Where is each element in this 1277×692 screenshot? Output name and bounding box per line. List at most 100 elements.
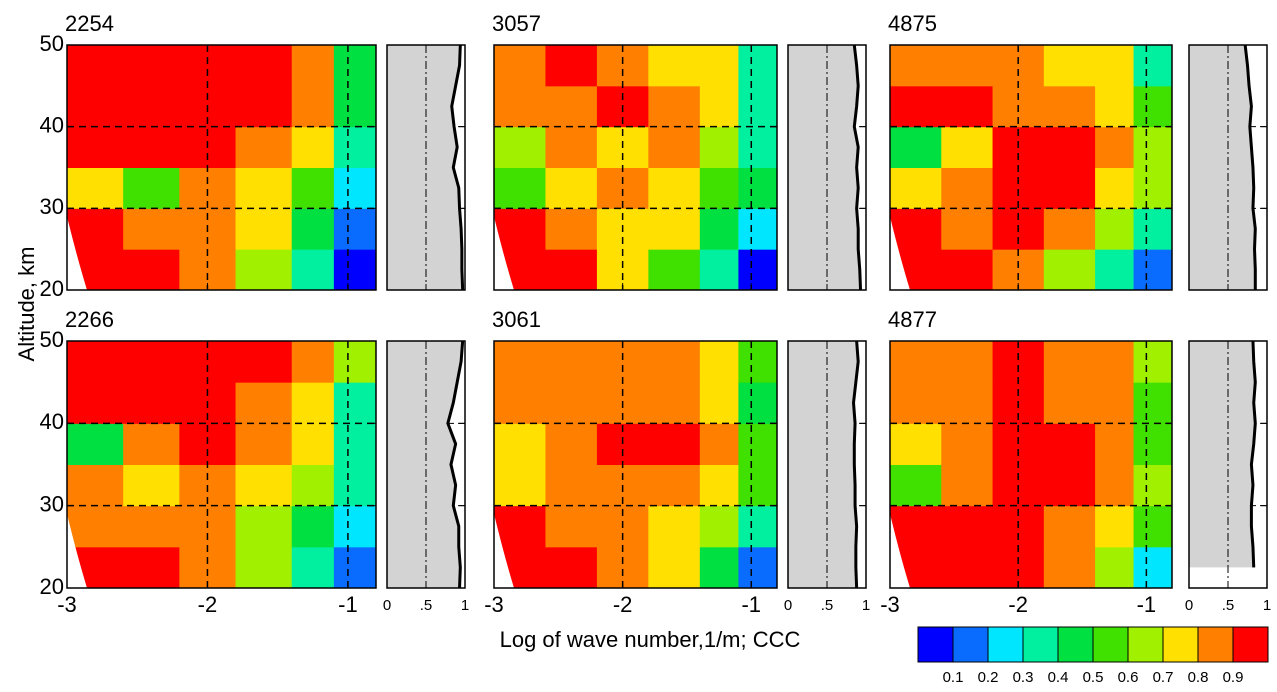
contour-cell <box>333 382 377 424</box>
contour-cell <box>648 208 701 250</box>
contour-cell <box>67 505 124 548</box>
contour-cell <box>67 423 124 465</box>
panel-title: 2266 <box>65 307 114 332</box>
contour-cell <box>648 423 701 465</box>
contour-cell <box>545 382 598 424</box>
x-tick-label: -3 <box>57 592 77 617</box>
colorbar-label: 0.9 <box>1223 669 1244 686</box>
plot-frame <box>66 340 377 589</box>
contour-cell <box>494 423 546 465</box>
contour-cell <box>235 208 293 250</box>
contour-cell <box>123 382 180 424</box>
contour-cell <box>1043 464 1096 507</box>
contour-cell <box>494 126 546 168</box>
contour-cell <box>1043 85 1096 128</box>
x-axis-title: Log of wave number,1/m; CCC <box>500 627 801 652</box>
contour-cell <box>1133 126 1173 168</box>
contour-cell <box>291 382 335 424</box>
masked-region <box>494 513 514 588</box>
contour-cell <box>648 167 701 209</box>
contour-cell <box>1043 423 1096 465</box>
masked-region <box>890 216 910 290</box>
contour-cell <box>890 464 942 507</box>
contour-cell <box>1133 423 1173 465</box>
colorbar-swatch <box>1162 626 1199 663</box>
colorbar-label: 0.5 <box>1083 669 1104 686</box>
contour-cell <box>1043 382 1096 424</box>
ccc-profile-line <box>852 44 863 291</box>
colorbar-label: 0.2 <box>978 669 999 686</box>
profile-frame <box>1188 44 1268 291</box>
contour-cell <box>738 546 778 589</box>
contour-cell <box>738 382 778 424</box>
profile-area <box>788 45 861 290</box>
contour-cell <box>941 208 994 250</box>
contour-cell <box>67 167 124 209</box>
contour-cell <box>123 505 180 548</box>
ccc-profile-line <box>1243 44 1257 290</box>
profile-area <box>387 45 463 290</box>
contour-cell <box>1133 249 1173 291</box>
contour-cell <box>67 85 124 128</box>
contour-cell <box>235 546 293 589</box>
contour-cell <box>333 85 377 128</box>
profile-area <box>1189 341 1256 568</box>
y-tick-label: 50 <box>40 327 64 352</box>
plot-frame <box>493 44 778 291</box>
contour-cell <box>333 505 377 548</box>
contour-cell <box>494 341 546 383</box>
x-tick-label: -3 <box>880 592 900 617</box>
contour-cell <box>545 45 598 87</box>
contour-cell <box>494 85 546 128</box>
contour-cell <box>699 341 739 383</box>
plot-frame <box>493 340 778 589</box>
contour-cell <box>235 249 293 291</box>
contour-cell <box>890 505 942 548</box>
y-tick-label: 30 <box>40 491 64 516</box>
x-tick-label: -1 <box>338 592 358 617</box>
contour-cell <box>699 382 739 424</box>
contour-cell <box>738 423 778 465</box>
contour-cell <box>545 341 598 383</box>
contour-cell <box>699 546 739 589</box>
x-tick-label: .5 <box>821 597 834 614</box>
contour-cell <box>123 464 180 507</box>
panel-title: 3057 <box>492 11 541 36</box>
contour-cell <box>291 85 335 128</box>
contour-cell <box>941 45 994 87</box>
contour-cell <box>699 45 739 87</box>
contour-cell <box>1095 382 1135 424</box>
contour-cell <box>941 382 994 424</box>
y-tick-label: 20 <box>40 574 64 599</box>
contour-cell <box>235 167 293 209</box>
contour-cell <box>890 382 942 424</box>
ccc-profile-line <box>1249 340 1257 568</box>
x-tick-label: 1 <box>862 597 870 614</box>
contour-cell <box>941 505 994 548</box>
contour-cell <box>67 464 124 507</box>
plot-frame <box>66 44 377 291</box>
contour-cell <box>333 126 377 168</box>
contour-cell <box>291 423 335 465</box>
profile-area <box>387 341 463 588</box>
contour-cell <box>67 382 124 424</box>
y-tick-label: 40 <box>40 409 64 434</box>
contour-cell <box>941 85 994 128</box>
panel-title: 4877 <box>888 307 937 332</box>
contour-cell <box>1043 45 1096 87</box>
contour-cell <box>235 85 293 128</box>
x-tick-label: 0 <box>1185 597 1193 614</box>
contour-cell <box>333 208 377 250</box>
contour-cell <box>1133 208 1173 250</box>
contour-cell <box>941 126 994 168</box>
x-tick-label: -1 <box>1137 592 1157 617</box>
colorbar-swatch <box>1057 626 1094 663</box>
contour-cell <box>699 505 739 548</box>
contour-cell <box>699 85 739 128</box>
contour-cell <box>738 167 778 209</box>
contour-cell <box>1133 341 1173 383</box>
colorbar-swatch <box>917 626 954 663</box>
colorbar-swatch <box>1092 626 1129 663</box>
colorbar-swatch <box>1127 626 1164 663</box>
contour-cell <box>545 546 598 589</box>
